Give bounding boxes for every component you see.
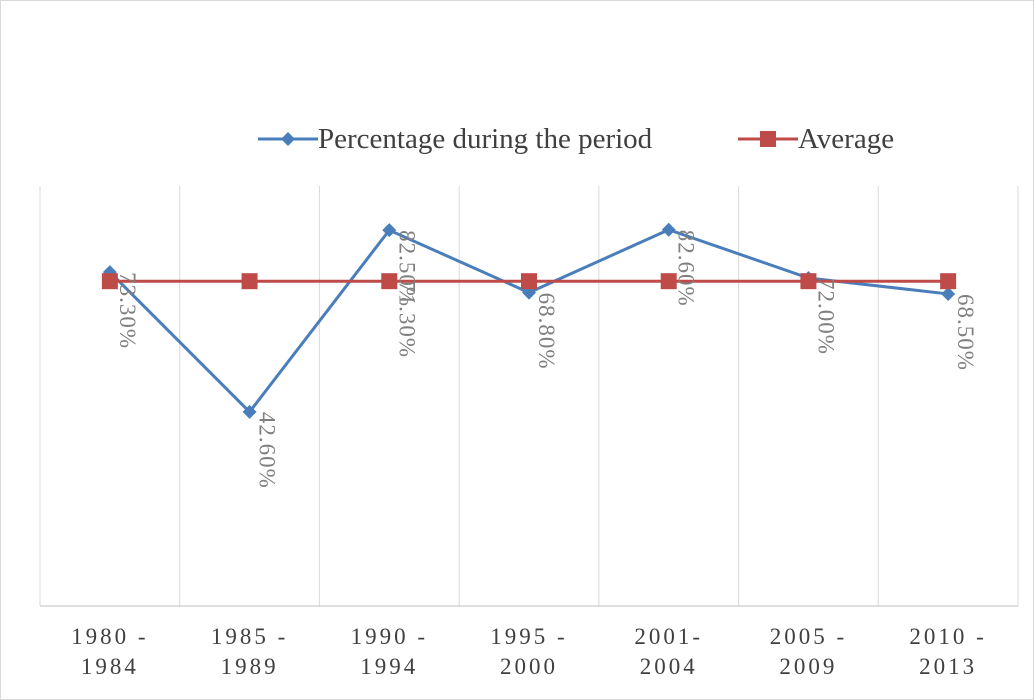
legend-marker <box>281 132 295 146</box>
data-label: 72.00% <box>813 278 838 355</box>
marker <box>940 273 957 290</box>
marker <box>381 273 398 290</box>
legend-label: Percentage during the period <box>318 123 653 155</box>
data-label: 82.60% <box>674 230 699 307</box>
legend-marker <box>760 131 776 147</box>
data-label: 68.80% <box>534 293 559 370</box>
x-tick-label: 1985 - 1989 <box>210 624 289 679</box>
marker <box>941 286 956 301</box>
marker <box>661 222 676 237</box>
data-label: 73.30% <box>115 272 140 349</box>
x-tick-label: 1980 - 1984 <box>71 624 149 679</box>
marker <box>242 404 257 419</box>
x-tick-label: 1990 - 1994 <box>350 624 428 679</box>
marker <box>382 223 397 238</box>
x-tick-label: 2010 - 2013 <box>909 624 987 679</box>
data-label: 71.30% <box>394 281 419 358</box>
marker <box>101 273 118 290</box>
marker <box>241 273 258 290</box>
legend-label: Average <box>798 123 894 155</box>
x-tick-label: 1995 - 2000 <box>490 624 568 679</box>
x-tick-label: 2005 - 2009 <box>769 624 848 679</box>
marker <box>800 273 817 290</box>
data-label: 42.60% <box>255 412 280 489</box>
x-tick-label: 2001- 2004 <box>634 624 704 679</box>
data-label: 82.50% <box>394 230 419 307</box>
marker <box>660 273 677 290</box>
marker <box>521 273 537 290</box>
data-label: 68.50% <box>953 294 978 371</box>
